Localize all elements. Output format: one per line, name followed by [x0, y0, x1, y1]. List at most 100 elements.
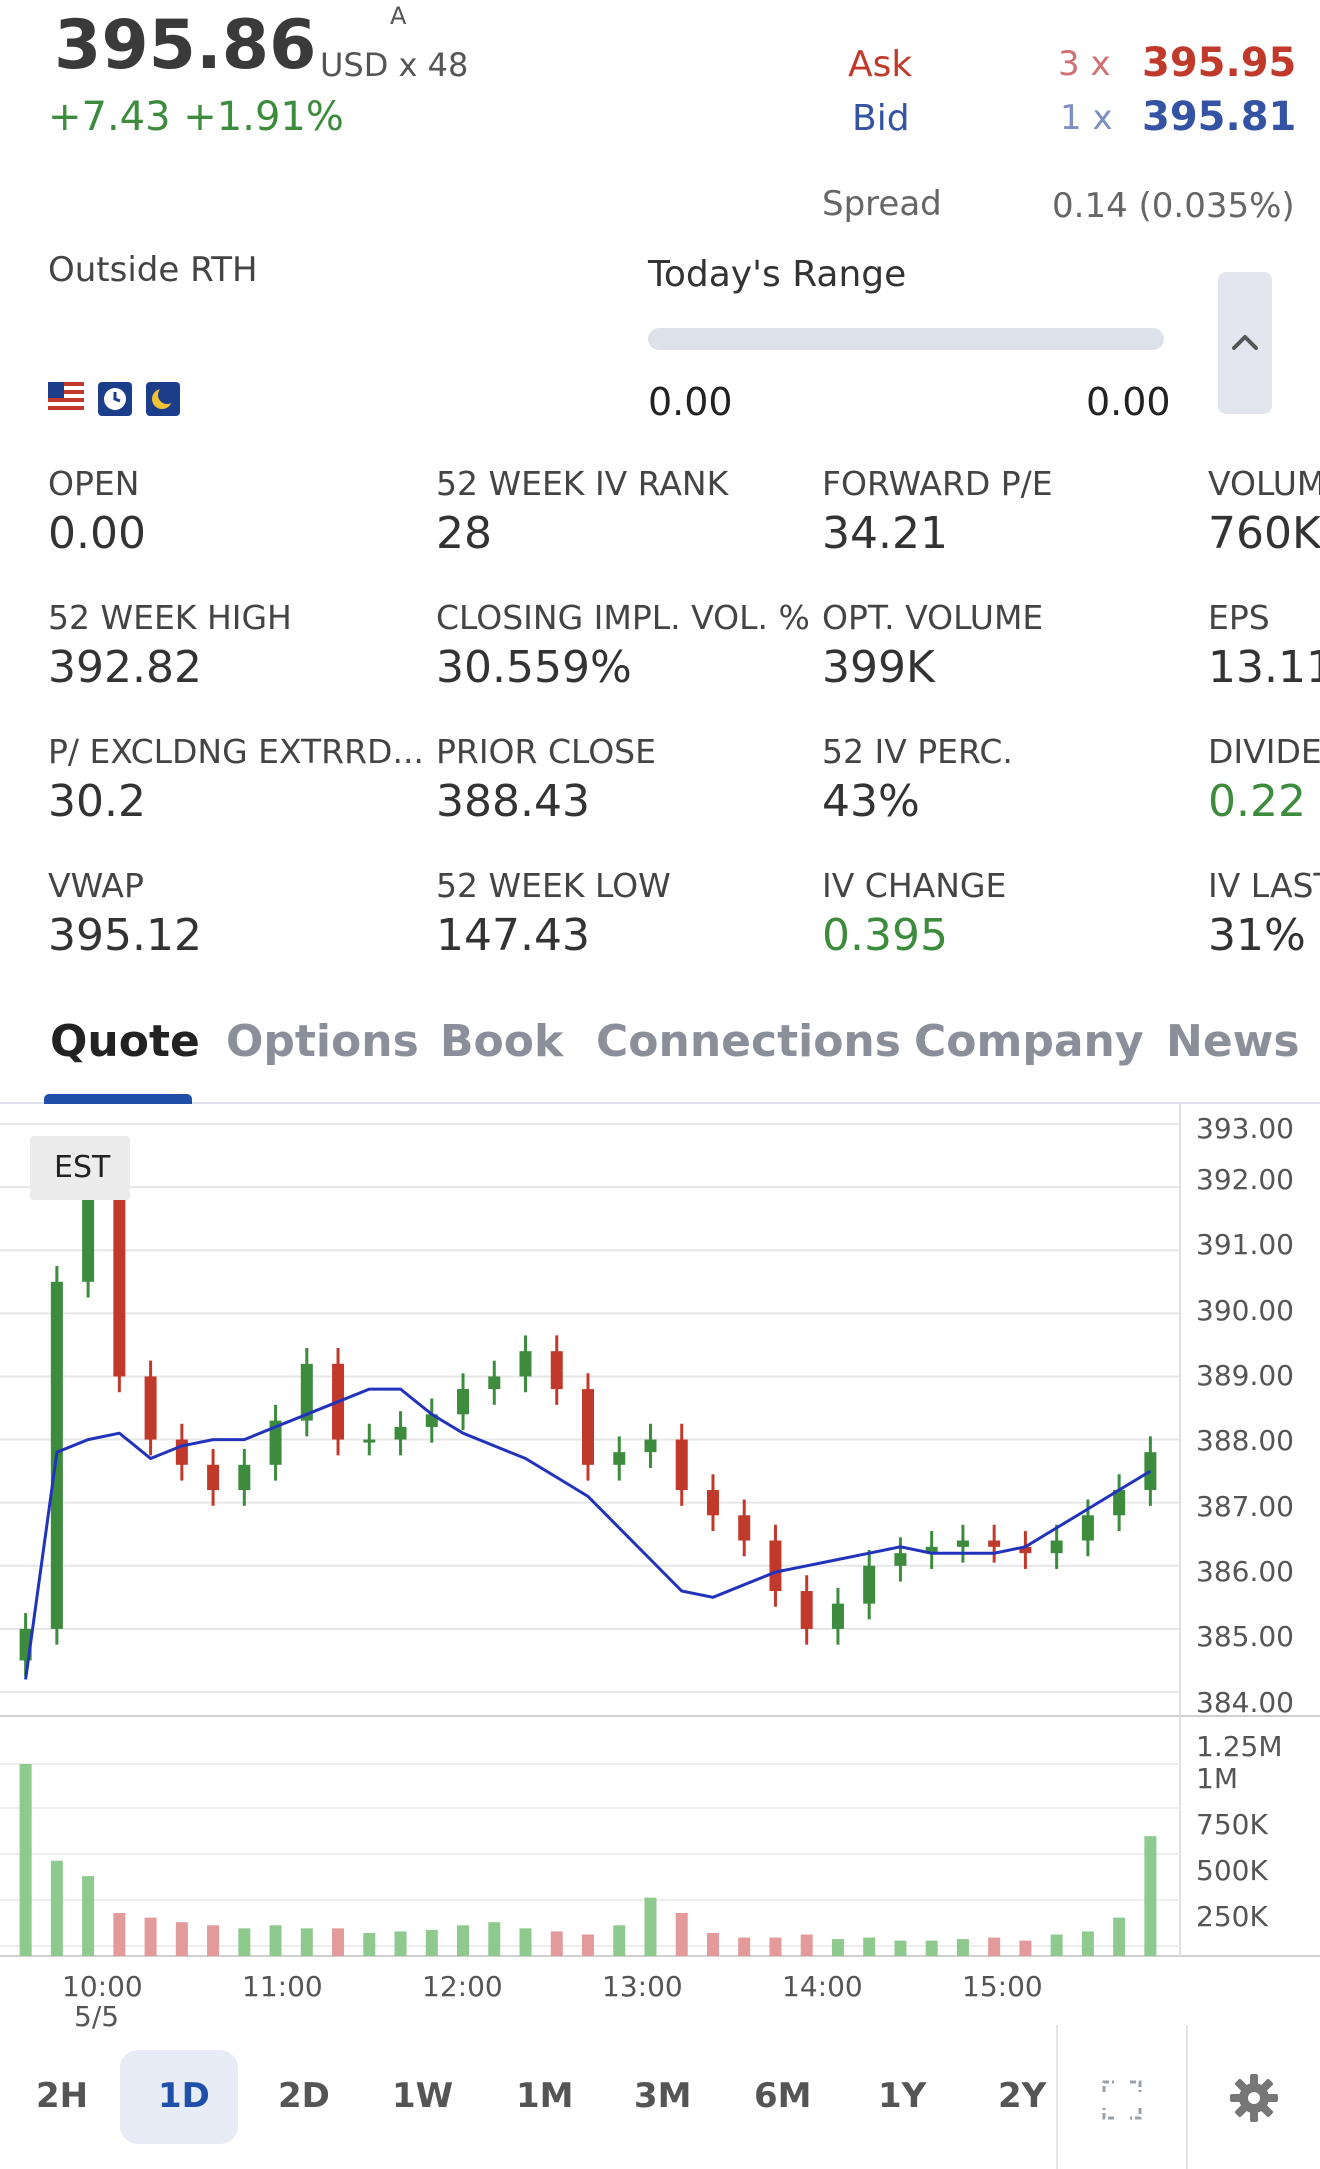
volume-bar: [613, 1925, 626, 1956]
stat-value: 0.395: [822, 910, 948, 961]
stat-label: 52 WEEK HIGH: [48, 598, 292, 637]
tab-quote[interactable]: Quote: [50, 1016, 200, 1067]
timeframe-1m[interactable]: 1M: [516, 2076, 574, 2116]
volume-bar: [738, 1937, 751, 1956]
chevron-up-icon: [1232, 335, 1258, 350]
price-axis-label: 390.00: [1196, 1294, 1294, 1327]
volume-bar: [425, 1929, 438, 1956]
stat-value: 399K: [822, 642, 935, 693]
time-axis-label: 15:00: [962, 1970, 1043, 2003]
price-chart[interactable]: [0, 1104, 1320, 2024]
stat-label: OPEN: [48, 464, 140, 503]
volume-bar: [1081, 1931, 1094, 1956]
candle-body: [269, 1420, 282, 1465]
candle-body: [738, 1515, 751, 1541]
bid-price[interactable]: 395.81: [1142, 94, 1297, 140]
volume-bar: [1050, 1934, 1063, 1956]
candle-body: [613, 1452, 626, 1465]
timeframe-3m[interactable]: 3M: [634, 2076, 692, 2116]
stat-value: 34.21: [822, 508, 948, 559]
candle-body: [550, 1351, 563, 1390]
stat-value: 392.82: [48, 642, 202, 693]
volume-bar: [113, 1912, 126, 1956]
candle-body: [894, 1553, 907, 1566]
price-axis-label: 393.00: [1196, 1112, 1294, 1145]
stat-label: 52 WEEK IV RANK: [436, 464, 729, 503]
timezone-badge: [30, 1136, 130, 1200]
tab-news[interactable]: News: [1166, 1016, 1300, 1067]
timeframe-2y[interactable]: 2Y: [998, 2076, 1047, 2116]
stat-value: 395.12: [48, 910, 202, 961]
stat-value: 388.43: [436, 776, 590, 827]
volume-bar: [550, 1931, 563, 1956]
candle-body: [1113, 1490, 1126, 1516]
date-axis-label: 5/5: [74, 2000, 120, 2033]
stat-label: 52 WEEK LOW: [436, 866, 671, 905]
tab-book[interactable]: Book: [440, 1016, 564, 1067]
timeframe-6m[interactable]: 6M: [754, 2076, 812, 2116]
clock-icon: [98, 382, 132, 416]
bid-size: 1 x: [1060, 98, 1113, 138]
settings-button[interactable]: [1228, 2072, 1280, 2128]
volume-bar: [1019, 1940, 1032, 1956]
candle-body: [1081, 1515, 1094, 1541]
bid-label: Bid: [852, 98, 910, 139]
candle-body: [1050, 1540, 1063, 1554]
timeframe-1w[interactable]: 1W: [392, 2076, 454, 2116]
price-axis-label: 392.00: [1196, 1163, 1294, 1196]
ask-size: 3 x: [1058, 44, 1111, 84]
volume-bar: [519, 1928, 532, 1956]
timeframe-1y[interactable]: 1Y: [878, 2076, 927, 2116]
volume-bar: [925, 1940, 938, 1956]
fullscreen-button[interactable]: [1100, 2078, 1144, 2126]
candle-body: [988, 1540, 1001, 1547]
volume-bar: [706, 1932, 719, 1956]
candle-body: [582, 1389, 594, 1465]
volume-axis-label: 250K: [1196, 1900, 1268, 1933]
timezone-label: EST: [54, 1150, 111, 1185]
ask-price[interactable]: 395.95: [1142, 40, 1297, 86]
stat-value: 43%: [822, 776, 920, 827]
stat-label: PRIOR CLOSE: [436, 732, 656, 771]
stat-value: 147.43: [436, 910, 590, 961]
candle-body: [956, 1540, 969, 1547]
volume-bar: [269, 1925, 282, 1956]
tab-options[interactable]: Options: [226, 1016, 419, 1067]
price-axis-label: 385.00: [1196, 1620, 1294, 1653]
timeframe-1d[interactable]: 1D: [158, 2076, 210, 2116]
candle-body: [675, 1439, 688, 1491]
candle-body: [800, 1591, 813, 1629]
stat-label: CLOSING IMPL. VOL. %: [436, 598, 810, 637]
timeframe-selected-highlight: [120, 2050, 238, 2144]
ask-label: Ask: [848, 44, 913, 85]
stat-label: VWAP: [48, 866, 144, 905]
tab-divider: [0, 1102, 1320, 1104]
volume-bar: [457, 1925, 470, 1956]
timeframe-2h[interactable]: 2H: [36, 2076, 89, 2116]
price-axis-label: 388.00: [1196, 1424, 1294, 1457]
last-price: 395.86: [54, 6, 317, 85]
time-axis-label: 12:00: [422, 1970, 503, 2003]
stat-label: IV CHANGE: [822, 866, 1007, 905]
range-high: 0.00: [1086, 380, 1171, 424]
session-label: Outside RTH: [48, 250, 258, 290]
volume-bar: [300, 1928, 313, 1956]
candle-body: [207, 1464, 220, 1491]
exchange-code: A: [390, 2, 407, 30]
candle-body: [925, 1546, 938, 1554]
tab-company[interactable]: Company: [914, 1016, 1144, 1067]
candle-body: [519, 1351, 532, 1377]
timeframe-2d[interactable]: 2D: [278, 2076, 330, 2116]
us-flag-icon: [48, 382, 84, 414]
fullscreen-icon: [1102, 2080, 1142, 2120]
moon-icon: [146, 382, 180, 416]
tab-connections[interactable]: Connections: [596, 1016, 901, 1067]
collapse-button[interactable]: [1218, 272, 1272, 414]
stat-value: 0.22: [1208, 776, 1306, 827]
volume-bar: [675, 1912, 688, 1956]
volume-bar: [488, 1922, 501, 1956]
price-axis-label: 387.00: [1196, 1490, 1294, 1523]
stat-label: IV LAST: [1208, 866, 1320, 905]
time-axis-label: 10:00: [62, 1970, 143, 2003]
candle-body: [175, 1439, 188, 1465]
